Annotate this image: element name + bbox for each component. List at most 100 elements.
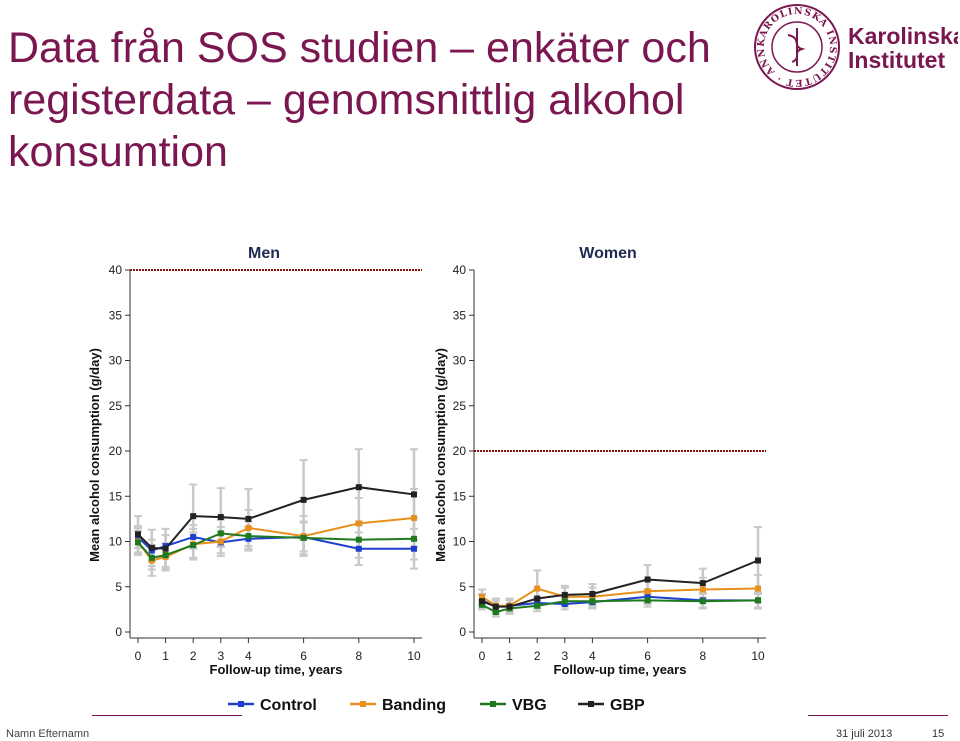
legend-swatch-marker [490,701,496,707]
x-tick-label: 1 [162,649,169,663]
legend-swatch-marker [360,701,366,707]
data-point-gbp [644,576,651,583]
data-point-vbg [355,536,362,543]
data-point-vbg [135,539,141,546]
title-line-2: registerdata – genomsnittlig alkohol [8,76,685,124]
data-point-gbp [589,590,596,597]
data-point-banding [217,538,224,545]
x-tick-label: 8 [355,649,362,663]
data-point-vbg [534,602,541,609]
data-point-banding [534,585,541,592]
chart-panel-men: 0 5 10 15 20 25 30 35 40 0 1 2 3 4 6 8 10 Men Mean alcohol… [87,245,422,677]
y-tick-label: 5 [459,580,466,594]
x-tick-label: 6 [300,649,307,663]
series-vbg [479,597,761,616]
x-tick-label: 0 [135,649,142,663]
data-point-banding [245,524,252,531]
x-tick-label: 0 [479,649,486,663]
data-point-gbp [561,591,568,598]
y-tick-label: 35 [109,308,123,322]
data-point-gbp [492,603,499,610]
logo-name-line-1: Karolinska [848,23,958,49]
legend-label: Control [260,697,317,714]
footer-author: Namn Efternamn [6,728,90,740]
y-tick-label: 15 [453,489,467,503]
footer-rule-left [92,715,242,716]
data-point-vbg [148,554,155,561]
data-point-vbg [492,609,499,616]
series-gbp [479,557,761,610]
y-tick-label: 25 [453,399,467,413]
series-gbp [135,484,417,552]
x-tick-label: 4 [245,649,252,663]
data-point-gbp [355,484,362,491]
y-tick-label: 5 [115,580,122,594]
data-point-control [355,545,362,552]
chart-title: Women [579,245,636,262]
data-point-vbg [755,597,761,604]
x-tick-label: 10 [407,649,421,663]
logo-name-line-2: Institutet [848,47,945,73]
y-tick-label: 25 [109,399,123,413]
data-point-vbg [589,598,596,605]
data-point-gbp [506,603,513,610]
data-point-banding [755,585,761,592]
data-point-gbp [534,595,541,602]
data-point-control [644,593,651,600]
y-tick-label: 35 [453,308,467,322]
data-point-banding [479,593,485,600]
data-point-gbp [755,557,761,564]
data-point-control [190,533,197,540]
slide-footer: Namn Efternamn 31 juli 2013 15 [0,715,960,741]
data-point-banding [644,588,651,595]
x-tick-label: 2 [190,649,197,663]
x-tick-label: 6 [644,649,651,663]
data-point-vbg [217,530,224,537]
slide-title: Data från SOS studien – enkäter och regi… [8,22,738,178]
x-axis-label: Follow-up time, years [554,662,687,677]
footer-page-number: 15 [932,728,945,740]
y-tick-label: 15 [109,489,123,503]
x-tick-label: 2 [534,649,541,663]
title-line-3: konsumtion [8,128,228,176]
data-point-banding [411,514,417,521]
data-point-gbp [162,545,169,552]
legend-item-control: Control [228,697,317,714]
legend-item-gbp: GBP [578,697,645,714]
x-tick-label: 4 [589,649,596,663]
data-point-gbp [135,531,141,538]
data-point-vbg [190,542,197,549]
data-point-gbp [148,544,155,551]
chart-legend: Control Banding VBG GBP [228,697,645,714]
data-point-control [411,545,417,552]
series-vbg [135,530,417,561]
x-tick-label: 3 [561,649,568,663]
y-tick-label: 20 [109,444,123,458]
y-tick-label: 30 [109,354,123,368]
legend-label: GBP [610,697,645,714]
data-point-vbg [300,534,307,541]
legend-label: Banding [382,697,446,714]
x-axis-label: Follow-up time, years [210,662,343,677]
y-axis-label: Mean alcohol consumption (g/day) [87,348,102,562]
y-tick-label: 10 [109,535,123,549]
data-point-gbp [190,513,197,520]
data-point-vbg [162,552,169,559]
data-point-vbg [561,598,568,605]
legend-label: VBG [512,697,547,714]
y-tick-label: 0 [115,625,122,639]
data-point-vbg [699,598,706,605]
series-line-vbg [137,532,415,559]
data-point-gbp [699,580,706,587]
y-tick-label: 0 [459,625,466,639]
data-point-vbg [245,533,252,540]
chart-title: Men [248,245,280,262]
chart-panel-women: 0 5 10 15 20 25 30 35 40 0 1 2 3 4 6 8 10 Women Mean alcoh… [433,245,766,677]
legend-swatch-marker [238,701,244,707]
legend-item-banding: Banding [350,697,446,714]
x-tick-label: 10 [751,649,765,663]
y-tick-label: 40 [453,263,467,277]
data-point-vbg [479,601,485,608]
data-point-banding [355,520,362,527]
